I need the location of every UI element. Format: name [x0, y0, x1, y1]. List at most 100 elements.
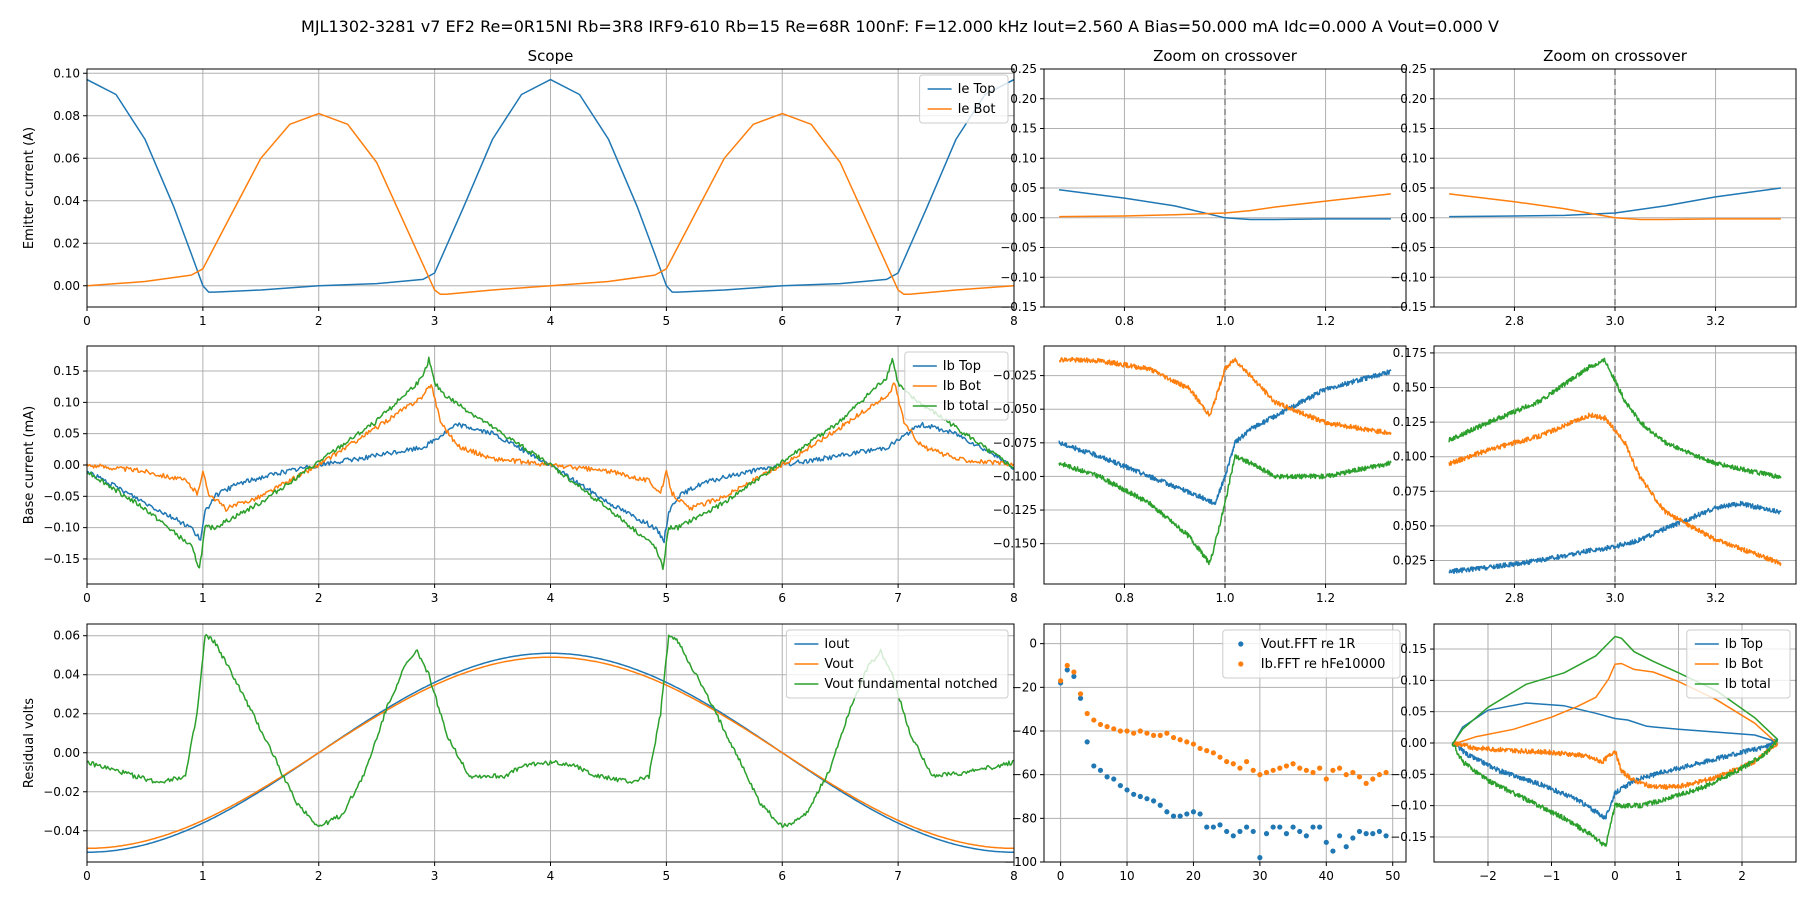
data-point	[1323, 776, 1329, 782]
plot-area	[1451, 635, 1779, 847]
y-tick-label: 0.125	[1393, 415, 1427, 429]
data-point	[1137, 793, 1143, 800]
data-point	[1230, 761, 1236, 767]
series-line-ie-top	[1059, 189, 1391, 221]
y-tick-label: 0	[1029, 637, 1037, 651]
chart-zoom-base-3: 2.8 3.0 3.2 0.025 0.050 0.075 0.100 0.125 0.150 0…	[1393, 345, 1797, 605]
y-tick-label: 0.15	[1400, 642, 1427, 656]
y-tick-label: 0.050	[1393, 519, 1427, 533]
y-tick-label: 0.10	[53, 395, 80, 409]
axes-frame	[1433, 345, 1797, 585]
data-point	[1277, 824, 1283, 830]
data-point	[1164, 809, 1170, 815]
x-tick-label: 8	[1010, 591, 1018, 605]
axes-frame	[1043, 345, 1407, 585]
chart-title: Zoom on crossover	[1543, 47, 1688, 65]
axes-frame	[1043, 623, 1407, 863]
y-tick-label: 0.05	[53, 427, 80, 441]
series-line-ib-top	[1058, 369, 1392, 506]
y-axis-label: Residual volts	[22, 698, 37, 788]
data-point	[1376, 828, 1383, 835]
plot-area	[1059, 69, 1391, 307]
x-tick-label: 4	[547, 869, 555, 883]
data-point	[1097, 767, 1104, 773]
axes-frame	[1043, 68, 1407, 308]
data-point	[1297, 828, 1303, 835]
y-tick-label: 0.150	[1393, 381, 1427, 395]
x-tick-label: 3.2	[1706, 591, 1725, 605]
data-point	[1237, 765, 1243, 771]
y-tick-label: 0.25	[1400, 62, 1427, 76]
x-tick-label: 3	[431, 314, 439, 328]
x-tick-label: 3.0	[1605, 591, 1624, 605]
x-tick-label: 3	[431, 591, 439, 605]
y-tick-label: 0.20	[1010, 92, 1037, 106]
legend: Ib Top Ib Bot Ib total	[1686, 629, 1791, 699]
y-tick-label: 0.20	[1400, 92, 1427, 106]
data-point	[1383, 769, 1389, 776]
data-point	[1204, 748, 1210, 754]
series-line-ie-top	[87, 78, 1014, 293]
series-line-iout	[87, 652, 1014, 853]
x-tick-label: 0	[83, 591, 91, 605]
data-point	[1117, 782, 1123, 789]
y-tick-label: −0.10	[43, 521, 80, 535]
x-tick-label: 30	[1252, 869, 1267, 883]
data-point	[1257, 772, 1263, 778]
data-point	[1356, 774, 1363, 780]
y-axis-label: Emitter current (A)	[22, 127, 37, 249]
data-point	[1164, 730, 1170, 736]
data-point	[1363, 780, 1369, 786]
x-tick-label: 10	[1119, 869, 1134, 883]
data-point	[1190, 741, 1197, 747]
data-point	[1071, 669, 1077, 675]
x-tick-label: 2.8	[1505, 591, 1524, 605]
data-point	[1157, 732, 1163, 738]
legend-label: Ie Bot	[958, 102, 996, 117]
data-point	[1310, 769, 1316, 776]
data-point	[1370, 776, 1376, 782]
data-point	[1230, 833, 1236, 839]
y-tick-label: 0.100	[1393, 450, 1427, 464]
data-point	[1117, 728, 1123, 734]
data-point	[1071, 673, 1077, 680]
data-point	[1257, 855, 1263, 861]
y-tick-label: 0.05	[1400, 181, 1427, 195]
data-point	[1170, 734, 1177, 741]
x-tick-label: 7	[894, 314, 902, 328]
plot-area	[87, 78, 1014, 296]
y-tick-label: −0.10	[1390, 270, 1427, 284]
data-point	[1210, 750, 1216, 756]
legend-label: Vout.FFT re 1R	[1261, 637, 1356, 652]
data-point	[1297, 765, 1303, 771]
y-tick-label: 0.15	[1400, 122, 1427, 136]
series-line-ib-bot	[1058, 356, 1392, 436]
y-tick-label: 0.15	[1010, 122, 1037, 136]
y-tick-label: −0.15	[1390, 300, 1427, 314]
y-tick-label: 0.06	[53, 629, 80, 643]
chart-scope-emitter: 0 1 2 3 4 5 6 7 8 0.00 0.02 0.04 0.06 0.08 0.10 Scope Em…	[22, 47, 1018, 328]
data-point	[1350, 769, 1356, 776]
data-point	[1177, 737, 1183, 743]
data-point	[1157, 802, 1163, 808]
y-tick-label: 0.10	[1010, 151, 1037, 165]
x-tick-label: 2	[315, 591, 323, 605]
legend-box	[919, 74, 1009, 124]
x-tick-label: −2	[1479, 869, 1497, 883]
series-line-ib-bot	[1451, 662, 1779, 790]
x-tick-label: 1.2	[1316, 591, 1335, 605]
data-point	[1330, 848, 1336, 854]
x-tick-label: 4	[547, 314, 555, 328]
data-point	[1170, 813, 1177, 819]
data-point	[1270, 824, 1276, 830]
legend-marker	[1238, 661, 1244, 667]
x-tick-label: 1	[199, 591, 207, 605]
data-point	[1091, 763, 1097, 769]
y-tick-label: 0.00	[53, 746, 80, 760]
y-tick-label: 0.025	[1393, 553, 1427, 567]
y-tick-label: 0.02	[53, 236, 80, 250]
data-point	[1283, 763, 1290, 769]
y-tick-label: −0.15	[1000, 300, 1037, 314]
data-point	[1317, 824, 1323, 830]
x-tick-label: 40	[1319, 869, 1334, 883]
